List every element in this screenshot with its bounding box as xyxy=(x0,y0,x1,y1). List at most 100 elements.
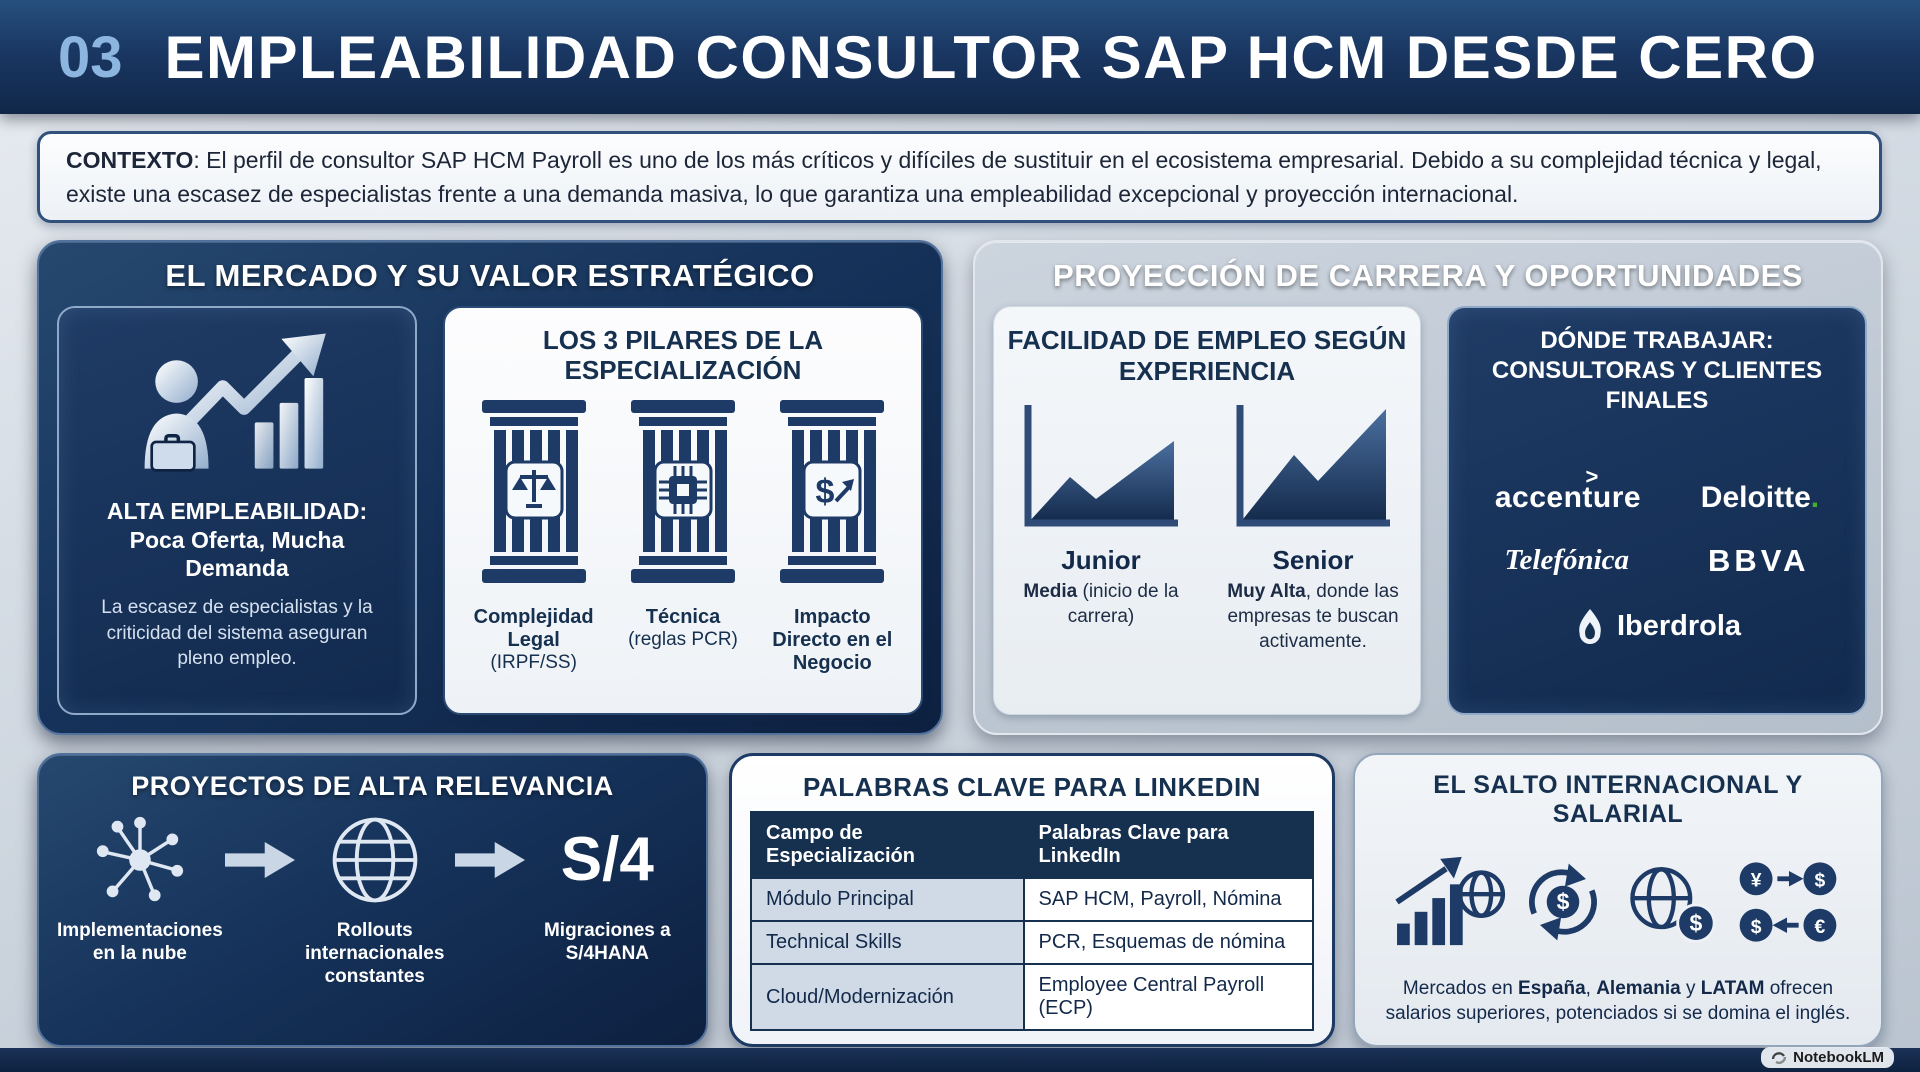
pillar-legal-label: Complejidad Legal (IRPF/SS) xyxy=(463,606,605,674)
international-text: Mercados en España, Alemania y LATAM ofr… xyxy=(1377,976,1859,1027)
linkedin-panel-title: PALABRAS CLAVE PARA LINKEDIN xyxy=(803,772,1261,802)
career-panel-title: PROYECCIÓN DE CARRERA Y OPORTUNIDADES xyxy=(1053,258,1803,293)
dollar-glyph: $ xyxy=(1690,910,1703,936)
employability-heading: ALTA EMPLEABILIDAD: Poca Oferta, Mucha D… xyxy=(75,497,399,583)
euro-glyph: € xyxy=(1815,916,1826,938)
intl-text-bold-latam: LATAM xyxy=(1700,977,1765,999)
intl-text-part: y xyxy=(1680,977,1701,999)
international-panel: EL SALTO INTERNACIONAL Y SALARIAL xyxy=(1353,753,1883,1047)
international-rollouts-step: Rollouts internacionales constantes xyxy=(297,808,453,988)
page-title: EMPLEABILIDAD CONSULTOR SAP HCM DESDE CE… xyxy=(164,23,1818,91)
context-box: CONTEXTO: El perfil de consultor SAP HCM… xyxy=(37,131,1882,223)
pillar-technical-label: Técnica (reglas PCR) xyxy=(628,606,738,651)
table-cell-keywords: SAP HCM, Payroll, Nómina xyxy=(1022,877,1315,922)
employment-ease-card: FACILIDAD DE EMPLEO SEGÚN EXPERIENCIA Ju… xyxy=(993,306,1421,715)
table-header-row: Campo de Especialización Palabras Clave … xyxy=(750,811,1315,879)
market-panel-title: EL MERCADO Y SU VALOR ESTRATÉGICO xyxy=(165,258,815,293)
logo-row-2: Telefónica BBVA xyxy=(1465,543,1849,579)
intl-text-part: Mercados en xyxy=(1402,977,1519,999)
experience-charts-row: Junior Media (inicio de la carrera) Seni… xyxy=(1006,397,1408,654)
dollar-glyph: $ xyxy=(1751,916,1762,938)
pillar-chip-icon xyxy=(630,399,735,583)
s4-badge-box: S/4 xyxy=(561,808,654,912)
s4hana-migrations-step: S/4 Migraciones a S/4HANA xyxy=(527,808,688,966)
network-nodes-icon xyxy=(96,816,184,902)
international-icons-row: $ $ ¥ $ $ xyxy=(1373,831,1863,974)
bbva-logo: BBVA xyxy=(1707,542,1810,578)
s4hana-migrations-label: Migraciones a S/4HANA xyxy=(543,920,671,964)
career-row: FACILIDAD DE EMPLEO SEGÚN EXPERIENCIA Ju… xyxy=(993,306,1867,715)
pillars-row: Complejidad Legal (IRPF/SS) xyxy=(459,398,907,697)
globe-icon-box xyxy=(325,808,425,912)
right-arrow-icon xyxy=(224,842,295,878)
notebooklm-icon xyxy=(1771,1051,1787,1064)
iberdrola-text: Iberdrola xyxy=(1616,610,1742,642)
right-arrow-icon xyxy=(454,842,525,878)
junior-description-bold: Media xyxy=(1023,581,1078,603)
section-number: 03 xyxy=(58,24,123,90)
table-cell-field: Módulo Principal xyxy=(750,877,1025,922)
intl-text-bold-spain: España xyxy=(1518,977,1586,999)
table-cell-keywords: PCR, Esquemas de nómina xyxy=(1022,920,1315,965)
junior-label: Junior xyxy=(1061,545,1141,576)
telefonica-logo: Telefónica xyxy=(1504,544,1630,576)
cloud-implementations-step: Implementaciones en la nube xyxy=(57,808,223,966)
currency-matrix-icon: ¥ $ $ € xyxy=(1739,862,1837,943)
accenture-arrow-mark: > xyxy=(1585,463,1599,489)
pillar-scales-icon xyxy=(481,399,586,583)
accenture-text: accenture xyxy=(1494,480,1642,514)
pillar-impact-bold: Impacto Directo en el Negocio xyxy=(772,605,893,674)
linkedin-panel: PALABRAS CLAVE PARA LINKEDIN Campo de Es… xyxy=(729,753,1335,1047)
junior-growth-chart-icon xyxy=(1024,405,1178,527)
table-header-field: Campo de Especialización xyxy=(750,811,1025,879)
context-paragraph: CONTEXTO: El perfil de consultor SAP HCM… xyxy=(66,143,1853,212)
pillar-legal-bold: Complejidad Legal xyxy=(473,605,594,651)
senior-description-bold: Muy Alta xyxy=(1227,581,1306,603)
notebooklm-watermark: NotebookLM xyxy=(1761,1047,1894,1068)
employability-heading-line1: ALTA EMPLEABILIDAD: xyxy=(106,497,368,524)
junior-chart-column: Junior Media (inicio de la carrera) xyxy=(1006,397,1196,654)
logo-row-1: accenture > Deloitte. xyxy=(1465,464,1849,515)
employability-card: ALTA EMPLEABILIDAD: Poca Oferta, Mucha D… xyxy=(57,306,417,715)
globe-wireframe-icon xyxy=(332,817,418,903)
table-row: Technical Skills PCR, Esquemas de nómina xyxy=(750,920,1315,965)
dollar-glyph: $ xyxy=(816,473,835,511)
table-cell-field: Cloud/Modernización xyxy=(750,963,1025,1031)
currency-exchange-cycle-icon: $ xyxy=(1529,864,1597,941)
where-to-work-card: DÓNDE TRABAJAR: CONSULTORAS Y CLIENTES F… xyxy=(1447,306,1867,715)
growth-person-icon xyxy=(144,333,326,472)
deloitte-green-dot: . xyxy=(1810,480,1820,514)
intl-text-part: , xyxy=(1585,977,1597,999)
market-row: ALTA EMPLEABILIDAD: Poca Oferta, Mucha D… xyxy=(57,306,923,715)
employment-ease-title: FACILIDAD DE EMPLEO SEGÚN EXPERIENCIA xyxy=(1007,325,1407,387)
pillar-technical-bold: Técnica xyxy=(645,605,721,628)
projects-panel: PROYECTOS DE ALTA RELEVANCIA xyxy=(37,753,708,1047)
projects-flow: Implementaciones en la nube Rollouts int… xyxy=(57,808,688,1027)
pillar-impact-label: Impacto Directo en el Negocio xyxy=(761,606,903,675)
junior-description-rest: (inicio de la carrera) xyxy=(1067,581,1179,628)
pillar-technical: Técnica (reglas PCR) xyxy=(612,398,754,697)
logo-row-3: Iberdrola xyxy=(1465,607,1849,647)
context-text: : El perfil de consultor SAP HCM Payroll… xyxy=(66,146,1822,208)
flow-arrow-1 xyxy=(224,808,295,912)
projects-panel-title: PROYECTOS DE ALTA RELEVANCIA xyxy=(131,771,614,801)
pillars-title: LOS 3 PILARES DE LA ESPECIALIZACIÓN xyxy=(542,325,824,385)
employability-heading-line2: Poca Oferta, Mucha Demanda xyxy=(129,526,345,582)
pillar-impact: $ Impacto Directo en el Negocio xyxy=(761,398,903,697)
dollar-glyph: $ xyxy=(1815,870,1826,892)
linkedin-keywords-table: Campo de Especialización Palabras Clave … xyxy=(750,811,1315,1031)
international-panel-title: EL SALTO INTERNACIONAL Y SALARIAL xyxy=(1433,771,1803,828)
table-header-keywords: Palabras Clave para LinkedIn xyxy=(1022,811,1315,879)
intl-text-part: ofrecen salarios superiores, potenciados… xyxy=(1385,977,1851,1025)
senior-description-rest: , donde las empresas te buscan activamen… xyxy=(1227,581,1399,652)
s4-badge: S/4 xyxy=(560,825,654,894)
deloitte-logo: Deloitte. xyxy=(1701,481,1819,515)
senior-growth-chart-icon xyxy=(1236,405,1390,527)
career-panel: PROYECCIÓN DE CARRERA Y OPORTUNIDADES FA… xyxy=(973,240,1883,735)
table-cell-field: Technical Skills xyxy=(750,920,1025,965)
cloud-implementations-label: Implementaciones en la nube xyxy=(57,920,223,964)
notebooklm-text: NotebookLM xyxy=(1793,1049,1884,1066)
pillar-legal-sub: (IRPF/SS) xyxy=(490,651,577,673)
accenture-logo: accenture > xyxy=(1494,464,1642,515)
